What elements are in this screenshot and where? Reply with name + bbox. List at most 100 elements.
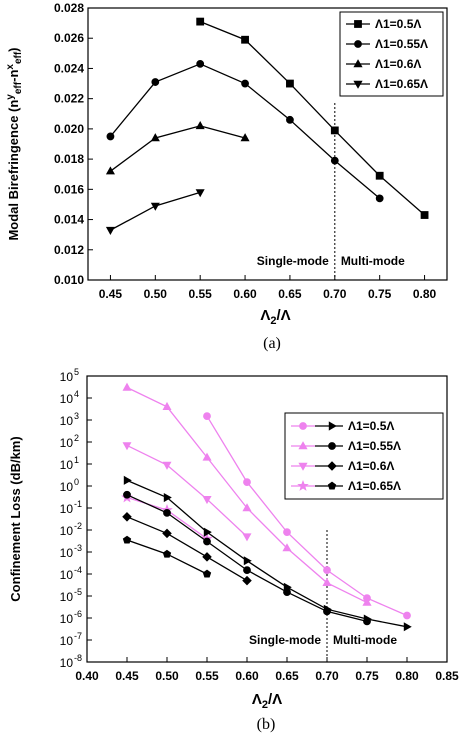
y-tick-label: 10 <box>60 458 74 472</box>
data-point <box>323 607 331 616</box>
x-tick-label: 0.70 <box>323 287 347 301</box>
legend-marker <box>354 20 362 28</box>
y-tick-label: 0.028 <box>54 1 84 15</box>
y-tick-label: 10 <box>60 502 74 516</box>
legend-label: Λ1=0.5Λ <box>375 17 421 31</box>
data-point <box>403 622 412 632</box>
data-point <box>242 503 252 512</box>
legend-label: Λ1=0.5Λ <box>348 419 394 433</box>
data-point <box>243 566 251 575</box>
data-point <box>162 461 172 470</box>
plot-frame <box>86 375 448 663</box>
legend-label: Λ1=0.6Λ <box>375 57 421 71</box>
legend-marker-pink <box>299 422 307 430</box>
x-tick-label: 0.55 <box>189 287 213 301</box>
legend-marker-pink <box>298 462 308 471</box>
y-tick-exponent: 4 <box>74 389 79 399</box>
legend-marker-pink <box>298 441 308 450</box>
series-line <box>126 444 248 538</box>
text-span: Λ <box>260 307 270 324</box>
x-tick-label: 0.75 <box>368 287 392 301</box>
x-axis-title: Λ2/Λ <box>260 307 290 327</box>
multi-mode-label: Multi-mode <box>341 254 405 268</box>
y-tick-label: 0.010 <box>54 273 84 287</box>
legend-marker-pink <box>297 479 309 491</box>
y-tick-exponent: 3 <box>74 411 79 421</box>
series-line <box>206 415 408 617</box>
text-span: eff <box>13 81 24 94</box>
data-point <box>122 442 132 451</box>
data-point <box>105 166 115 175</box>
x-tick-label: 0.45 <box>99 287 123 301</box>
text-span: 2 <box>270 315 276 327</box>
x-tick-label: 0.75 <box>355 669 379 683</box>
data-point <box>195 189 205 198</box>
text-span: /Λ <box>276 307 290 324</box>
data-point <box>403 611 411 620</box>
data-point <box>196 17 205 26</box>
data-point <box>150 133 160 142</box>
data-point <box>330 156 339 165</box>
legend-marker-black <box>328 442 336 450</box>
y-tick-label: 10 <box>60 656 74 670</box>
data-point <box>122 382 132 391</box>
data-point <box>162 528 172 539</box>
y-tick-label: 10 <box>60 480 74 494</box>
data-point <box>162 549 172 558</box>
y-axis-title: Modal Birefringence (nyeff-nxeff) <box>5 47 24 240</box>
data-point <box>122 512 132 522</box>
data-point <box>106 132 115 141</box>
data-point <box>122 535 132 544</box>
single-mode-label: Single-mode <box>249 633 321 647</box>
y-tick-label: 0.018 <box>54 152 84 166</box>
y-tick-label: 0.026 <box>54 31 84 45</box>
y-tick-label: 0.014 <box>54 213 84 227</box>
text-span: x <box>5 64 16 70</box>
legend-label: Λ1=0.65Λ <box>348 479 401 493</box>
text-span: 2 <box>262 699 268 711</box>
text-span: Modal Birefringence (n <box>6 100 21 241</box>
legend-marker-black <box>327 481 337 490</box>
data-point <box>203 537 211 546</box>
text-span: -n <box>6 70 21 82</box>
data-point <box>241 35 249 44</box>
data-point <box>150 202 160 211</box>
y-tick-label: 10 <box>60 524 74 538</box>
data-point <box>322 577 332 586</box>
y-tick-label: 10 <box>60 612 74 626</box>
y-tick-exponent: -3 <box>74 543 82 553</box>
series-line <box>199 20 425 216</box>
plot-frame <box>87 7 448 281</box>
data-point <box>203 527 212 537</box>
y-tick-label: 10 <box>60 590 74 604</box>
panel-label-b: (b) <box>257 716 276 733</box>
data-point <box>283 528 291 537</box>
x-tick-label: 0.45 <box>115 669 139 683</box>
data-point <box>375 194 384 203</box>
x-tick-label: 0.50 <box>144 287 168 301</box>
legend-marker-black <box>327 461 337 471</box>
data-point <box>362 597 372 606</box>
x-tick-label: 0.50 <box>155 669 179 683</box>
x-tick-label: 0.85 <box>435 669 459 683</box>
data-point <box>282 543 292 552</box>
legend-marker <box>353 59 363 68</box>
y-tick-exponent: 2 <box>74 433 79 443</box>
data-point <box>286 79 294 88</box>
data-point <box>283 588 291 597</box>
data-point <box>203 412 211 421</box>
data-point <box>363 617 371 626</box>
data-point <box>202 452 212 461</box>
x-tick-label: 0.40 <box>75 669 99 683</box>
text-span: eff <box>13 51 24 64</box>
data-point <box>323 566 331 575</box>
y-tick-label: 0.022 <box>54 92 84 106</box>
data-point <box>242 575 252 586</box>
y-tick-label: 0.024 <box>54 61 84 75</box>
data-point <box>202 495 212 505</box>
data-point <box>375 171 384 180</box>
data-point <box>123 490 131 499</box>
text-span: ) <box>6 47 21 51</box>
data-point <box>163 493 172 503</box>
